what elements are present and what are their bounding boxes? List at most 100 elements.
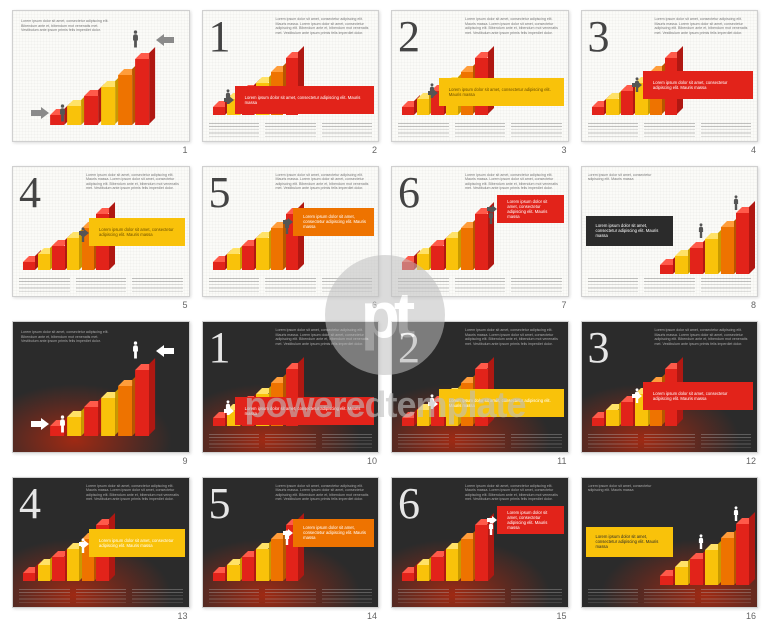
slide-index-label: 7 <box>561 300 566 310</box>
banner-text: Lorem ipsum dolor sit amet, consectetur … <box>245 95 368 105</box>
slide-thumbnail: Lorem ipsum dolor sit amet, consectetur … <box>12 321 190 453</box>
slide-thumbnail: 2Lorem ipsum dolor sit amet, consectetur… <box>391 10 569 142</box>
slide-heading-text: Lorem ipsum dolor sit amet, consectetur … <box>275 17 372 53</box>
person-silhouette-icon <box>733 506 739 522</box>
slide-big-number: 6 <box>398 171 420 215</box>
intro-body-text: Lorem ipsum dolor sit amet, consectetur … <box>21 330 109 382</box>
callout-banner: Lorem ipsum dolor sit amet, consectetur … <box>89 529 184 557</box>
slide-index-label: 10 <box>367 456 377 466</box>
footer-text-columns <box>588 589 752 603</box>
callout-banner: Lorem ipsum dolor sit amet, consectetur … <box>235 86 374 114</box>
banner-text: Lorem ipsum dolor sit amet, consectetur … <box>449 398 558 408</box>
slide-index-label: 6 <box>372 300 377 310</box>
person-silhouette-icon <box>698 534 704 550</box>
slide-index-label: 2 <box>372 145 377 155</box>
footer-text-columns <box>588 123 752 137</box>
slide-heading-text: Lorem ipsum dolor sit amet, consectetur … <box>275 328 372 364</box>
banner-text: Lorem ipsum dolor sit amet, consectetur … <box>99 538 178 548</box>
banner-text: Lorem ipsum dolor sit amet, consectetur … <box>303 214 368 229</box>
slide-big-number: 1 <box>209 326 231 370</box>
slide-heading-text: Lorem ipsum dolor sit amet, consectetur … <box>465 484 562 520</box>
banner-text: Lorem ipsum dolor sit amet, consectetur … <box>596 534 667 549</box>
footer-text-columns <box>209 434 373 448</box>
slide-heading-text: Lorem ipsum dolor sit amet, consectetur … <box>654 17 751 53</box>
slide-big-number: 4 <box>19 482 41 526</box>
callout-banner: Lorem ipsum dolor sit amet, consectetur … <box>439 389 564 417</box>
slide-thumbnail: 6Lorem ipsum dolor sit amet, consectetur… <box>391 166 569 298</box>
arrow-right-icon <box>428 89 438 97</box>
slide-cell[interactable]: 4 Lorem ipsum dolor sit amet, consectetur… <box>12 166 190 310</box>
slide-cell[interactable]: Lorem ipsum dolor sit amet, consectetur … <box>12 321 190 465</box>
slide-cell[interactable]: 5 Lorem ipsum dolor sit amet, consectetur… <box>202 477 380 621</box>
slide-heading-text: Lorem ipsum dolor sit amet, consectetur … <box>465 17 562 53</box>
footer-text-columns <box>588 278 752 292</box>
slide-thumbnail: 6Lorem ipsum dolor sit amet, consectetur… <box>391 477 569 609</box>
slide-cell[interactable]: 1 Lorem ipsum dolor sit amet, consectetur… <box>202 10 380 154</box>
slide-big-number: 5 <box>209 482 231 526</box>
slide-cell[interactable]: 3Lorem ipsum dolor sit amet, consectetur… <box>581 321 759 465</box>
slide-index-label: 8 <box>751 300 756 310</box>
slide-index-label: 12 <box>746 456 756 466</box>
person-silhouette-icon <box>132 30 139 48</box>
banner-text: Lorem ipsum dolor sit amet, consectetur … <box>303 525 368 540</box>
slide-big-number: 2 <box>398 326 420 370</box>
callout-banner: Lorem ipsum dolor sit amet, consectetur … <box>643 382 753 410</box>
slide-cell[interactable]: 3Lorem ipsum dolor sit amet, consectetur… <box>581 10 759 154</box>
slide-heading-text: Lorem ipsum dolor sit amet, consectetur … <box>465 328 562 364</box>
callout-banner: Lorem ipsum dolor sit amet, consectetur … <box>293 519 374 547</box>
banner-text: Lorem ipsum dolor sit amet, consectetur … <box>99 227 178 237</box>
arrow-left-icon <box>156 34 174 46</box>
person-silhouette-icon <box>132 341 139 359</box>
slide-cell[interactable]: 5Lorem ipsum dolor sit amet, consectetur… <box>202 166 380 310</box>
slide-cell[interactable]: 6Lorem ipsum dolor sit amet, consectetur… <box>391 166 569 310</box>
slide-thumbnail: 4 Lorem ipsum dolor sit amet, consectetur… <box>12 166 190 298</box>
slide-heading-text: Lorem ipsum dolor sit amet, consectetur … <box>275 484 372 520</box>
slide-cell[interactable]: Lorem ipsum dolor sit amet, consectetur … <box>12 10 190 154</box>
banner-text: Lorem ipsum dolor sit amet, consectetur … <box>653 80 747 90</box>
slide-big-number: 1 <box>209 15 231 59</box>
person-silhouette-icon <box>59 415 66 433</box>
arrow-right-icon <box>79 229 89 237</box>
slide-index-label: 5 <box>182 300 187 310</box>
slide-cell[interactable]: Lorem ipsum dolor sit amet, consectetur … <box>581 477 759 621</box>
person-silhouette-icon <box>59 104 66 122</box>
slide-thumbnail: 2 Lorem ipsum dolor sit amet, consectetur… <box>391 321 569 453</box>
slide-cell[interactable]: 6Lorem ipsum dolor sit amet, consectetur… <box>391 477 569 621</box>
banner-text: Lorem ipsum dolor sit amet, consectetur … <box>596 223 667 238</box>
person-silhouette-icon <box>733 195 739 211</box>
slide-thumbnail: 4 Lorem ipsum dolor sit amet, consectetur… <box>12 477 190 609</box>
slide-thumbnail: 5 Lorem ipsum dolor sit amet, consectetur… <box>202 477 380 609</box>
slide-heading-text: Lorem ipsum dolor sit amet, consectetur … <box>86 173 183 209</box>
slide-index-label: 15 <box>556 611 566 621</box>
slide-heading-text: Lorem ipsum dolor sit amet, consectetur … <box>86 484 183 520</box>
intro-body-text: Lorem ipsum dolor sit amet, consectetur … <box>21 19 109 71</box>
slide-thumbnail: Lorem ipsum dolor sit amet, consectetur … <box>581 477 759 609</box>
arrow-right-icon <box>31 418 49 430</box>
slide-thumbnail: 1 Lorem ipsum dolor sit amet, consectetur… <box>202 10 380 142</box>
slide-thumbnail: 3Lorem ipsum dolor sit amet, consectetur… <box>581 321 759 453</box>
footer-text-columns <box>398 434 562 448</box>
slide-big-number: 4 <box>19 171 41 215</box>
slide-thumbnail: 1 Lorem ipsum dolor sit amet, consectetur… <box>202 321 380 453</box>
callout-banner: Lorem ipsum dolor sit amet, consectetur … <box>439 78 564 106</box>
summary-body-text: Lorem ipsum dolor sit amet, consectetur … <box>588 484 669 515</box>
slide-cell[interactable]: Lorem ipsum dolor sit amet, consectetur … <box>581 166 759 310</box>
arrow-right-icon <box>632 392 642 400</box>
callout-banner: Lorem ipsum dolor sit amet, consectetur … <box>643 71 753 99</box>
slide-grid: Lorem ipsum dolor sit amet, consectetur … <box>0 0 770 630</box>
slide-cell[interactable]: 2 Lorem ipsum dolor sit amet, consectetur… <box>391 321 569 465</box>
callout-banner: Lorem ipsum dolor sit amet, consectetur … <box>293 208 374 236</box>
arrow-right-icon <box>224 407 234 415</box>
slide-cell[interactable]: 1 Lorem ipsum dolor sit amet, consectetur… <box>202 321 380 465</box>
callout-banner: Lorem ipsum dolor sit amet, consectetur … <box>89 218 184 246</box>
footer-text-columns <box>209 123 373 137</box>
footer-text-columns <box>209 589 373 603</box>
slide-index-label: 16 <box>746 611 756 621</box>
footer-text-columns <box>398 123 562 137</box>
slide-cell[interactable]: 4 Lorem ipsum dolor sit amet, consectetur… <box>12 477 190 621</box>
footer-text-columns <box>19 278 183 292</box>
slide-cell[interactable]: 2Lorem ipsum dolor sit amet, consectetur… <box>391 10 569 154</box>
slide-index-label: 4 <box>751 145 756 155</box>
footer-text-columns <box>588 434 752 448</box>
arrow-right-icon <box>224 96 234 104</box>
